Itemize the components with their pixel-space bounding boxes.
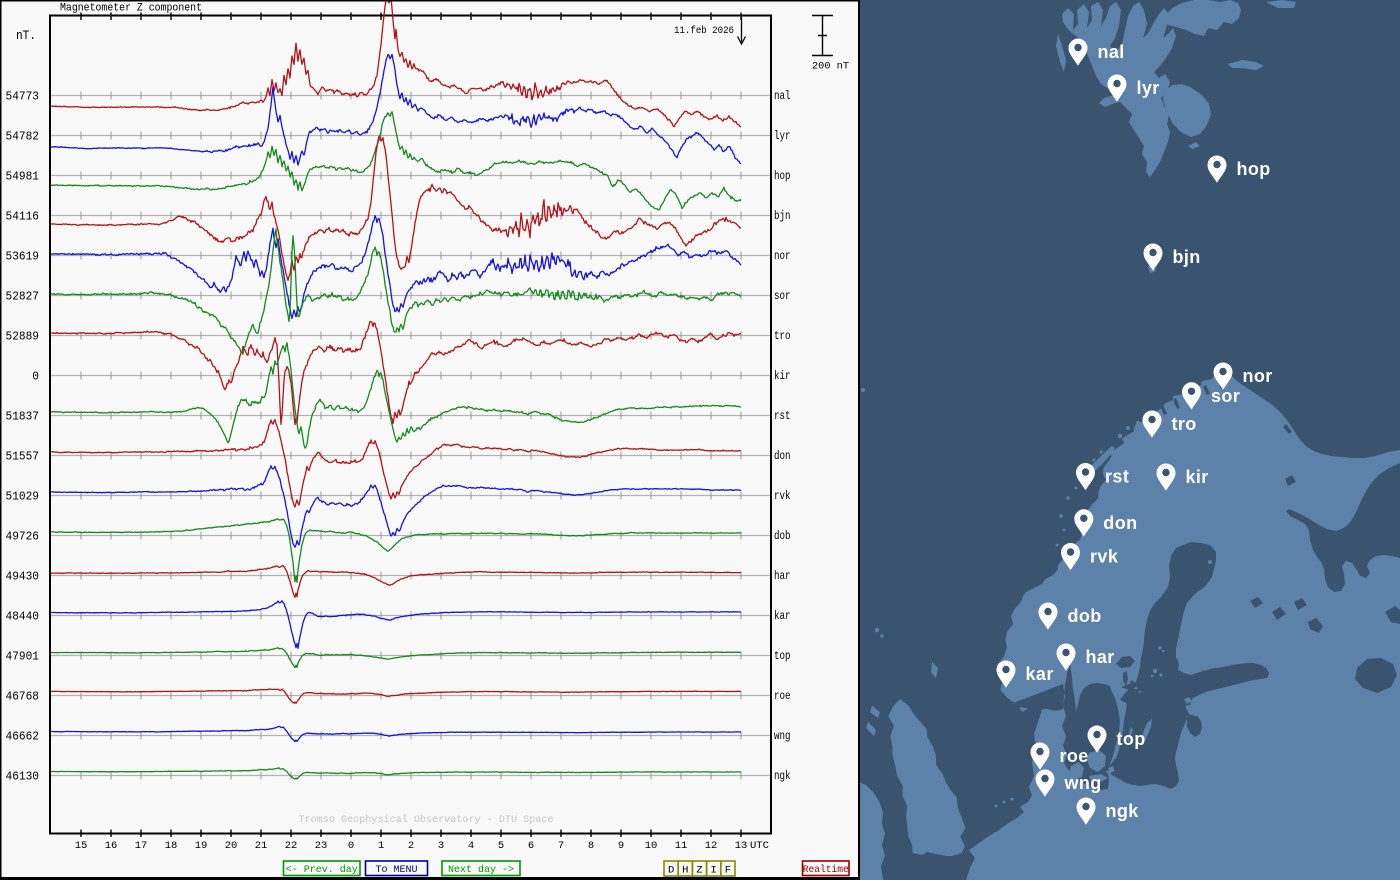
svg-text:dob: dob xyxy=(1068,606,1102,626)
svg-text:23: 23 xyxy=(315,840,328,852)
svg-text:52827: 52827 xyxy=(6,290,40,304)
svg-text:21: 21 xyxy=(255,840,268,852)
svg-text:4: 4 xyxy=(468,840,474,852)
svg-text:54782: 54782 xyxy=(6,130,40,144)
svg-text:8: 8 xyxy=(588,840,594,852)
svg-text:3: 3 xyxy=(438,840,444,852)
svg-text:54773: 54773 xyxy=(6,90,40,104)
svg-text:11: 11 xyxy=(675,840,688,852)
svg-text:tro: tro xyxy=(1172,414,1197,434)
svg-text:I: I xyxy=(711,865,717,877)
svg-text:don: don xyxy=(774,449,791,463)
svg-text:ngk: ngk xyxy=(774,769,791,783)
svg-text:200 nT: 200 nT xyxy=(812,61,849,73)
svg-text:hop: hop xyxy=(774,169,791,183)
svg-text:0: 0 xyxy=(348,840,354,852)
svg-text:<- Prev. day: <- Prev. day xyxy=(286,864,358,876)
svg-text:F: F xyxy=(725,865,731,877)
svg-text:rst: rst xyxy=(1105,467,1129,487)
svg-text:18: 18 xyxy=(165,840,178,852)
svg-text:Z: Z xyxy=(696,865,702,877)
svg-text:ngk: ngk xyxy=(1106,801,1140,821)
svg-text:dob: dob xyxy=(774,529,791,543)
svg-text:sor: sor xyxy=(774,289,791,303)
svg-text:nT.: nT. xyxy=(16,28,36,43)
svg-text:9: 9 xyxy=(618,840,624,852)
svg-text:UTC: UTC xyxy=(750,840,769,852)
svg-text:49430: 49430 xyxy=(6,570,40,584)
svg-text:nor: nor xyxy=(1243,366,1273,386)
svg-text:To MENU: To MENU xyxy=(376,864,418,876)
svg-text:lyr: lyr xyxy=(1137,78,1160,98)
svg-text:bjn: bjn xyxy=(774,209,791,223)
svg-text:51557: 51557 xyxy=(6,450,40,464)
svg-text:47901: 47901 xyxy=(6,650,40,664)
svg-text:don: don xyxy=(1103,513,1137,533)
svg-text:22: 22 xyxy=(285,840,298,852)
svg-text:kir: kir xyxy=(774,369,791,383)
svg-text:har: har xyxy=(1086,647,1115,667)
svg-text:17: 17 xyxy=(135,840,148,852)
svg-text:rvk: rvk xyxy=(774,489,791,503)
svg-text:12: 12 xyxy=(705,840,718,852)
svg-text:D: D xyxy=(668,865,674,877)
svg-text:49726: 49726 xyxy=(6,530,40,544)
svg-text:11.feb 2026: 11.feb 2026 xyxy=(674,25,734,37)
svg-text:46768: 46768 xyxy=(6,690,40,704)
svg-text:tro: tro xyxy=(774,329,791,343)
svg-text:H: H xyxy=(682,865,688,877)
svg-text:kar: kar xyxy=(1026,664,1054,684)
svg-text:54981: 54981 xyxy=(6,170,40,184)
svg-text:Tromso Geophysical Observatory: Tromso Geophysical Observatory - DTU Spa… xyxy=(299,814,554,826)
svg-text:wng: wng xyxy=(774,729,791,743)
svg-text:Magnetometer Z component: Magnetometer Z component xyxy=(60,3,202,15)
svg-text:top: top xyxy=(774,649,791,663)
svg-text:kir: kir xyxy=(1186,467,1209,487)
svg-text:Realtime: Realtime xyxy=(803,864,849,876)
svg-text:51029: 51029 xyxy=(6,490,40,504)
svg-text:13: 13 xyxy=(735,840,748,852)
svg-text:51837: 51837 xyxy=(6,410,40,424)
svg-text:53619: 53619 xyxy=(6,250,40,264)
svg-text:1: 1 xyxy=(378,840,384,852)
svg-text:nal: nal xyxy=(1098,42,1125,62)
svg-text:15: 15 xyxy=(75,840,88,852)
svg-text:6: 6 xyxy=(528,840,534,852)
svg-text:roe: roe xyxy=(774,689,791,703)
svg-text:52889: 52889 xyxy=(6,330,40,344)
svg-text:46662: 46662 xyxy=(6,730,40,744)
svg-text:rst: rst xyxy=(774,409,791,423)
svg-text:wng: wng xyxy=(1064,773,1102,793)
svg-text:lyr: lyr xyxy=(774,129,791,143)
svg-text:Next day ->: Next day -> xyxy=(448,864,514,876)
svg-text:nal: nal xyxy=(774,89,791,103)
svg-text:hop: hop xyxy=(1237,159,1271,179)
svg-text:46130: 46130 xyxy=(6,770,40,784)
svg-text:19: 19 xyxy=(195,840,208,852)
svg-text:10: 10 xyxy=(645,840,658,852)
svg-text:7: 7 xyxy=(558,840,564,852)
svg-text:har: har xyxy=(774,569,791,583)
svg-text:rvk: rvk xyxy=(1090,547,1119,567)
svg-text:2: 2 xyxy=(408,840,414,852)
svg-text:roe: roe xyxy=(1060,746,1089,766)
svg-text:bjn: bjn xyxy=(1173,247,1201,267)
svg-text:kar: kar xyxy=(774,609,791,623)
svg-text:nor: nor xyxy=(774,249,791,263)
svg-text:0: 0 xyxy=(32,370,39,384)
svg-text:54116: 54116 xyxy=(6,210,40,224)
svg-text:20: 20 xyxy=(225,840,238,852)
svg-text:top: top xyxy=(1117,729,1146,749)
svg-text:5: 5 xyxy=(498,840,504,852)
svg-text:16: 16 xyxy=(105,840,118,852)
svg-text:sor: sor xyxy=(1211,386,1240,406)
svg-text:48440: 48440 xyxy=(6,610,40,624)
